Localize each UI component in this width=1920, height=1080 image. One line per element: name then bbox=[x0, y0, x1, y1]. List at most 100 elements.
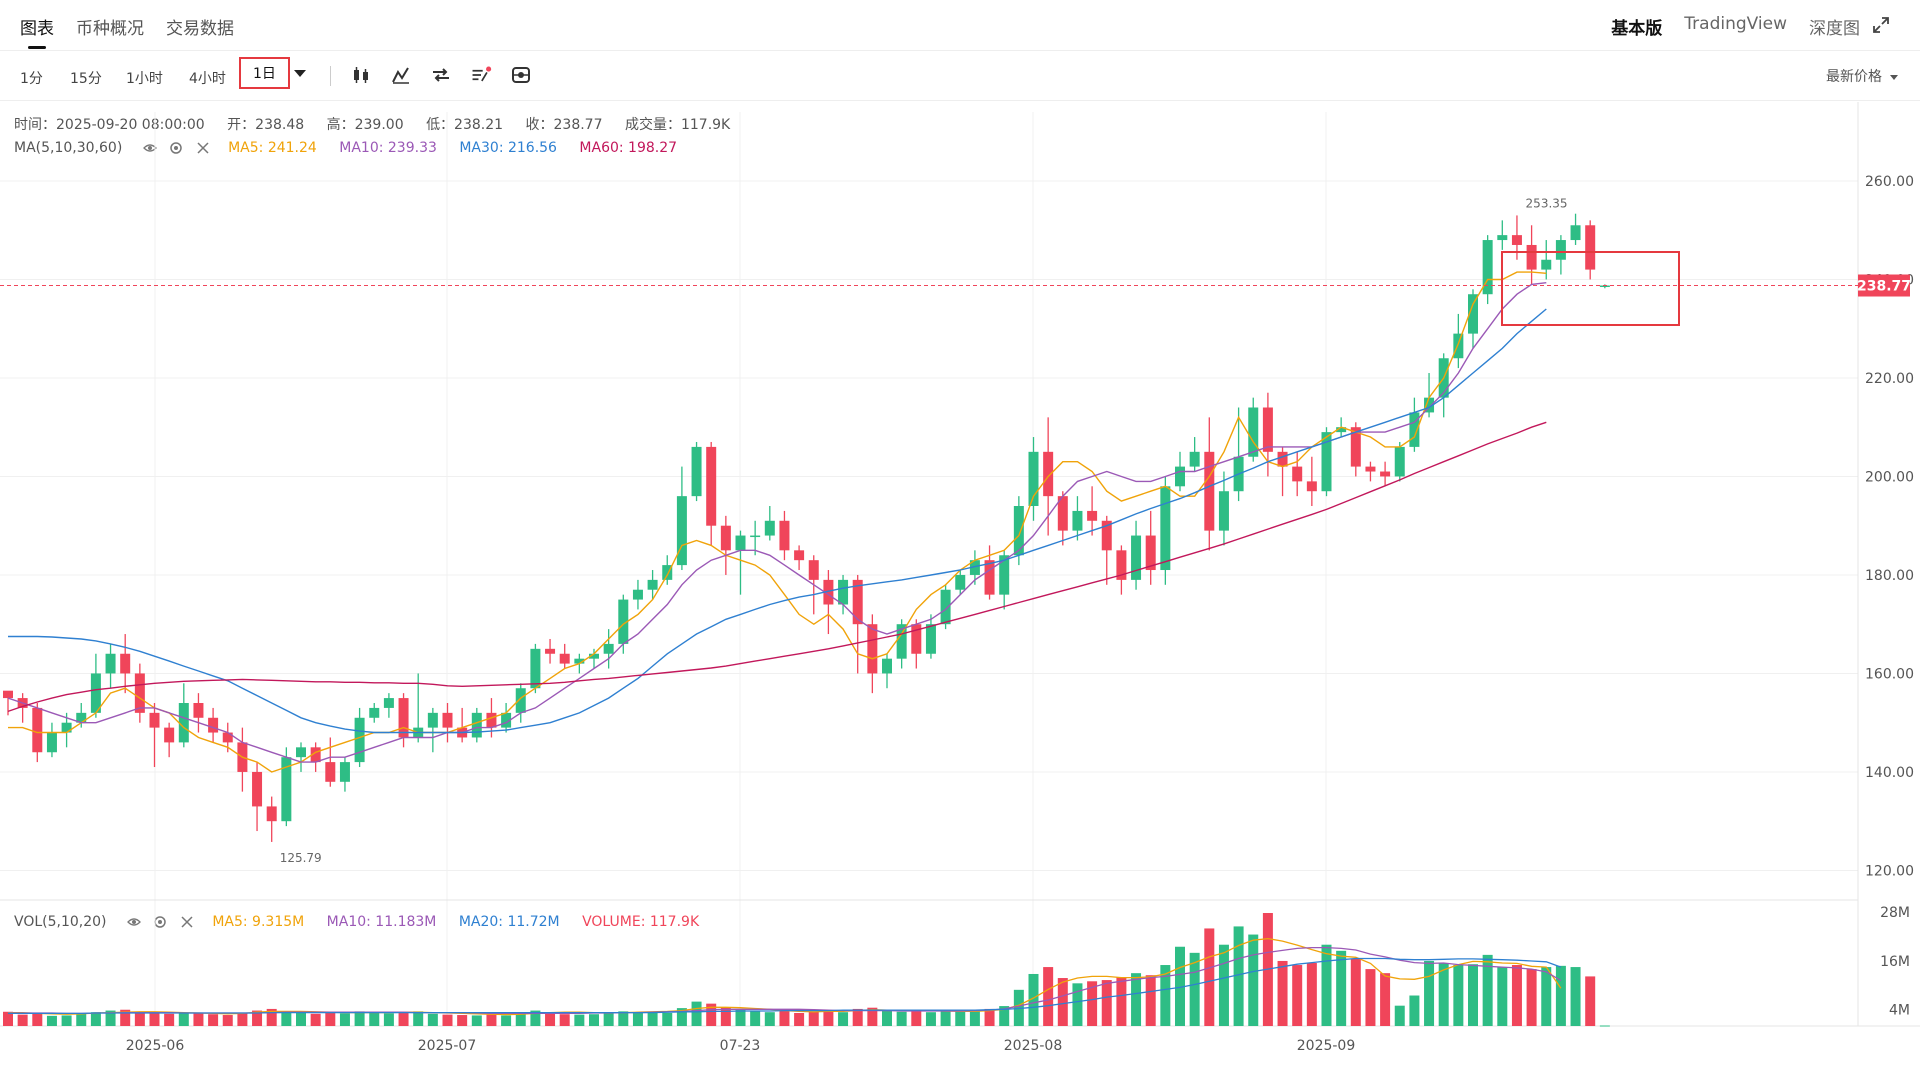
volume-bar bbox=[779, 1010, 790, 1026]
volume-bar bbox=[808, 1011, 819, 1026]
candle-body bbox=[442, 712, 453, 728]
interval-1d[interactable]: 1日 bbox=[239, 57, 290, 89]
close-icon[interactable] bbox=[196, 141, 210, 155]
volume-bar bbox=[706, 1003, 717, 1026]
candle-body bbox=[383, 698, 394, 708]
view-tradingview[interactable]: TradingView bbox=[1684, 14, 1787, 34]
vol-ma10-value: MA10: 11.183M bbox=[326, 914, 437, 930]
min-price-label: 125.79 bbox=[280, 851, 322, 865]
volume-bar bbox=[1468, 964, 1478, 1026]
candle-body bbox=[1043, 451, 1054, 497]
volume-bar bbox=[134, 1011, 145, 1026]
candle-body bbox=[222, 732, 233, 743]
volume-bar bbox=[603, 1012, 614, 1026]
gear-icon[interactable] bbox=[169, 141, 183, 155]
view-depth[interactable]: 深度图 bbox=[1809, 19, 1860, 39]
volume-bar bbox=[750, 1011, 761, 1026]
volume-bar bbox=[222, 1015, 233, 1026]
candle-body bbox=[178, 703, 189, 743]
volume-bar bbox=[354, 1011, 365, 1026]
volume-bar bbox=[164, 1013, 175, 1026]
volume-bar bbox=[427, 1013, 438, 1026]
candlestick-type-icon[interactable] bbox=[350, 64, 372, 86]
interval-dropdown-icon[interactable] bbox=[294, 70, 306, 77]
candle-body bbox=[1350, 427, 1361, 467]
settings-icon[interactable] bbox=[510, 64, 532, 86]
candle-body bbox=[339, 762, 350, 782]
ma60-value: MA60: 198.27 bbox=[579, 140, 678, 156]
volume-bar bbox=[237, 1012, 248, 1026]
candle-body bbox=[1365, 466, 1376, 472]
candle-body bbox=[105, 653, 116, 674]
volume-bar bbox=[1511, 965, 1522, 1026]
last-price-tag bbox=[1858, 274, 1910, 297]
candle-body bbox=[32, 707, 43, 753]
eye-icon[interactable] bbox=[127, 915, 141, 929]
y-axis-tick-label: 160.00 bbox=[1865, 666, 1914, 682]
volume-bar bbox=[559, 1014, 570, 1026]
volume-bar bbox=[940, 1010, 951, 1026]
fullscreen-icon[interactable] bbox=[1872, 16, 1890, 34]
candle-body bbox=[515, 688, 526, 713]
volume-bar bbox=[882, 1010, 892, 1026]
candle-body bbox=[1175, 466, 1185, 487]
volume-bar bbox=[632, 1012, 643, 1026]
interval-15m[interactable]: 15分 bbox=[70, 71, 102, 87]
view-basic[interactable]: 基本版 bbox=[1611, 19, 1663, 39]
volume-bar bbox=[1072, 983, 1083, 1026]
volume-bar bbox=[1555, 965, 1566, 1026]
candle-body bbox=[208, 717, 219, 733]
volume-bar bbox=[1306, 963, 1317, 1026]
vol-ma-line-ma10 bbox=[8, 946, 1562, 1015]
volume-bar bbox=[1189, 952, 1200, 1026]
close-icon[interactable] bbox=[180, 915, 194, 929]
gear-icon[interactable] bbox=[153, 915, 167, 929]
volume-bar bbox=[1233, 926, 1244, 1026]
volume-bar bbox=[1336, 950, 1347, 1026]
volume-bar bbox=[1321, 944, 1332, 1026]
candle-body bbox=[1570, 225, 1581, 241]
tab-chart[interactable]: 图表 bbox=[20, 19, 54, 39]
candle-body bbox=[706, 446, 717, 526]
eye-icon[interactable] bbox=[142, 141, 157, 155]
volume-bar bbox=[1497, 967, 1508, 1026]
volume-bar bbox=[61, 1015, 72, 1026]
ma-line-ma60 bbox=[7, 421, 1547, 713]
tab-trade-data[interactable]: 交易数据 bbox=[166, 19, 234, 39]
interval-1h[interactable]: 1小时 bbox=[126, 71, 163, 87]
candle-body bbox=[632, 589, 643, 600]
volume-bar bbox=[339, 1013, 350, 1026]
candle-body bbox=[647, 579, 658, 590]
vol-ma20-value: MA20: 11.72M bbox=[458, 914, 560, 930]
drawing-tools-icon[interactable] bbox=[470, 64, 492, 86]
toolbar-divider bbox=[0, 100, 1920, 101]
candle-body bbox=[882, 658, 892, 674]
vol-volume-value: VOLUME: 117.9K bbox=[582, 914, 700, 930]
volume-bar bbox=[1101, 980, 1112, 1026]
indicator-icon[interactable] bbox=[390, 64, 412, 86]
y-axis-tick-label: 220.00 bbox=[1865, 371, 1914, 387]
candle-body bbox=[852, 579, 863, 625]
volume-bar bbox=[691, 1001, 702, 1026]
interval-4h[interactable]: 4小时 bbox=[189, 71, 226, 87]
candle-body bbox=[398, 698, 409, 738]
volume-bar bbox=[1013, 989, 1024, 1026]
ohlc-low: 低：238.21 bbox=[426, 117, 504, 133]
volume-bar bbox=[3, 1011, 13, 1026]
tabs-divider bbox=[0, 50, 1920, 51]
tab-coin-overview[interactable]: 币种概况 bbox=[76, 19, 144, 39]
candle-body bbox=[1145, 535, 1156, 571]
candle-body bbox=[354, 717, 365, 763]
volume-bar bbox=[545, 1012, 556, 1026]
ma10-value: MA10: 239.33 bbox=[339, 140, 437, 156]
candle-body bbox=[1233, 456, 1244, 492]
candle-body bbox=[237, 742, 248, 772]
candle-body bbox=[1116, 550, 1127, 580]
candle-body bbox=[325, 762, 336, 782]
compare-icon[interactable] bbox=[430, 64, 452, 86]
y-axis-tick-label: 200.00 bbox=[1865, 469, 1914, 485]
interval-1m[interactable]: 1分 bbox=[20, 71, 43, 87]
volume-bar bbox=[310, 1013, 321, 1026]
volume-bar bbox=[764, 1012, 775, 1026]
price-type-select[interactable]: 最新价格 bbox=[1826, 66, 1898, 86]
